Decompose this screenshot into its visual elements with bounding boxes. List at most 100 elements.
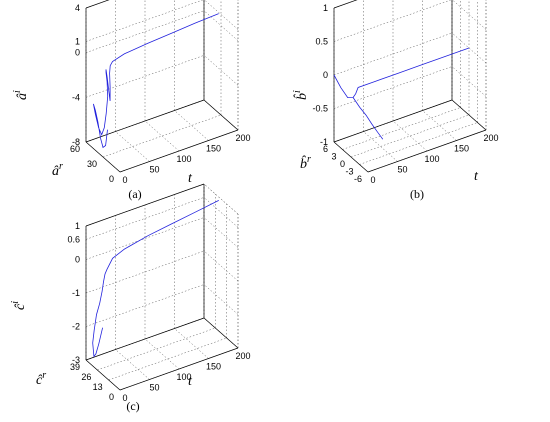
grid-line — [203, 284, 239, 315]
z-tick-label: 0.6 — [67, 234, 80, 244]
box-edge — [203, 99, 239, 131]
y-tick-label: 13 — [93, 382, 103, 392]
x-tick-label: 0 — [122, 175, 127, 185]
grid-line — [451, 66, 487, 97]
grid-line — [203, 250, 239, 282]
y-tick-label: 26 — [81, 372, 91, 382]
z-tick-label: -8 — [72, 137, 80, 147]
z-tick-label: -0.5 — [312, 104, 328, 114]
y-tick-label: 60 — [70, 144, 80, 154]
box-edge — [85, 0, 110, 9]
grid-line — [204, 0, 239, 30]
box-edge — [85, 183, 205, 227]
grid-line — [102, 114, 222, 158]
y-tick-label: 30 — [87, 159, 97, 169]
y-tick-label: 0 — [109, 174, 114, 184]
panel-caption: (b) — [410, 187, 424, 201]
y-axis-line — [333, 141, 369, 173]
z-tick-label: -1 — [72, 288, 80, 298]
grid-line — [452, 0, 487, 30]
box-edge — [203, 183, 239, 215]
y-tick-label: 39 — [70, 362, 80, 372]
x-axis-label: t — [188, 374, 193, 389]
x-tick-label: 100 — [176, 372, 191, 382]
grid-line — [350, 114, 470, 158]
x-tick-label: 150 — [454, 144, 469, 154]
x-tick-label: 200 — [235, 351, 250, 361]
z-tick-label: -3 — [72, 355, 80, 365]
grid-line — [85, 0, 204, 42]
grid-line — [203, 10, 239, 41]
y-tick-label: 0 — [109, 392, 114, 402]
z-tick-label: 0 — [75, 255, 80, 265]
x-tick-label: 150 — [206, 362, 221, 372]
y-tick-label: 0 — [340, 159, 345, 169]
x-tick-label: 150 — [206, 144, 221, 154]
y-tick-label: -3 — [345, 167, 353, 177]
box-edge — [85, 317, 205, 361]
panel-caption: (c) — [126, 399, 139, 413]
x-tick-label: 50 — [149, 383, 159, 393]
series-line-2 — [352, 97, 384, 140]
grid-line — [174, 328, 209, 359]
panel-caption: (a) — [128, 187, 141, 201]
series-line-1 — [92, 200, 219, 358]
x-tick-label: 0 — [370, 175, 375, 185]
grid-line — [333, 0, 452, 42]
x-axis-line — [119, 347, 239, 391]
z-tick-label: 0 — [75, 48, 80, 58]
series-line-1 — [333, 47, 470, 99]
grid-line — [144, 338, 180, 370]
x-axis-line — [367, 129, 487, 173]
x-tick-label: 50 — [397, 165, 407, 175]
x-tick-label: 200 — [235, 133, 250, 143]
grid-line — [203, 55, 239, 86]
grid-line — [115, 349, 150, 380]
x-tick-label: 0 — [122, 393, 127, 403]
y-axis-line — [85, 141, 121, 173]
x-tick-label: 100 — [176, 154, 191, 164]
y-tick-label: 3 — [331, 152, 336, 162]
grid-line — [85, 55, 205, 98]
grid-line — [451, 32, 487, 64]
grid-line — [422, 110, 457, 141]
grid-line — [174, 110, 209, 141]
z-tick-label: 1 — [323, 3, 328, 13]
z-tick-label: 4 — [75, 3, 80, 13]
grid-line — [85, 217, 205, 260]
grid-line — [392, 120, 428, 152]
y-tick-label: -6 — [354, 174, 362, 184]
box-edge — [203, 317, 239, 349]
y-axis-label: b̂r — [300, 154, 311, 172]
box-edge — [333, 99, 453, 143]
y-tick-label: 6 — [323, 144, 328, 154]
grid-line — [144, 120, 180, 152]
x-tick-label: 50 — [149, 165, 159, 175]
z-tick-label: 1 — [75, 221, 80, 231]
z-axis-label: ĉi — [10, 301, 28, 310]
z-tick-label: 0 — [323, 70, 328, 80]
y-axis-line — [85, 359, 121, 391]
grid-line — [203, 197, 239, 228]
z-tick-label: -2 — [72, 322, 80, 332]
y-axis-label: âr — [52, 161, 63, 179]
grid-line — [363, 131, 398, 162]
z-tick-label: -4 — [72, 92, 80, 102]
x-axis-label: t — [474, 169, 479, 184]
box-edge — [333, 0, 358, 9]
z-tick-label: -1 — [320, 137, 328, 147]
z-tick-label: 0.5 — [315, 37, 328, 47]
z-tick-label: 1 — [75, 37, 80, 47]
y-axis-label: ĉr — [36, 370, 46, 388]
x-tick-label: 100 — [424, 154, 439, 164]
grid-line — [115, 131, 150, 162]
series-line-1 — [93, 13, 219, 149]
box-edge — [451, 99, 487, 131]
z-axis-label: âi — [12, 90, 30, 100]
x-axis-line — [119, 129, 239, 173]
z-axis-label: b̂i — [292, 90, 310, 100]
